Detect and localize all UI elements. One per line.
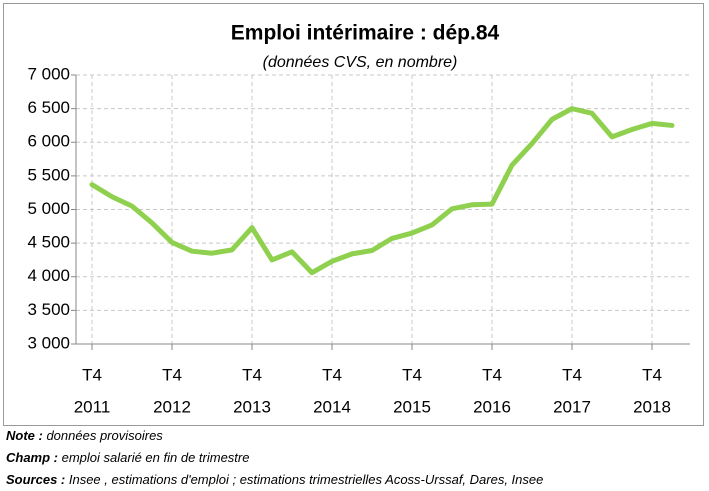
note-text: données provisoires <box>43 428 163 443</box>
note: Sources : Insee , estimations d'emploi ;… <box>6 472 543 487</box>
y-tick-label: 5 500 <box>27 165 70 184</box>
x-tick-label: T4 <box>402 365 422 384</box>
x-tick-label: 2012 <box>153 397 191 416</box>
x-tick-label: 2017 <box>553 397 591 416</box>
y-tick-label: 7 000 <box>27 64 70 83</box>
x-tick-label: T4 <box>162 365 182 384</box>
x-tick-label: T4 <box>642 365 662 384</box>
chart-frame <box>3 3 704 426</box>
x-tick-label: T4 <box>242 365 262 384</box>
x-tick-label: T4 <box>322 365 342 384</box>
x-tick-label: 2018 <box>633 397 671 416</box>
y-tick-label: 4 000 <box>27 266 70 285</box>
x-tick-label: 2015 <box>393 397 431 416</box>
x-tick-label: 2016 <box>473 397 511 416</box>
chart-subtitle: (données CVS, en nombre) <box>263 54 458 71</box>
x-tick-label: T4 <box>82 365 102 384</box>
data-line <box>89 106 675 276</box>
chart-title: Emploi intérimaire : dép.84 <box>231 22 500 45</box>
y-tick-label: 6 500 <box>27 98 70 117</box>
x-tick-label: 2014 <box>313 397 351 416</box>
y-tick-label: 6 000 <box>27 132 70 151</box>
note-text: Insee , estimations d'emploi ; estimatio… <box>65 472 543 487</box>
note-label: Sources : <box>6 472 65 487</box>
x-tick-label: T4 <box>482 365 502 384</box>
y-tick-label: 5 000 <box>27 199 70 218</box>
note-label: Note : <box>6 428 43 443</box>
note: Note : données provisoires <box>6 428 163 443</box>
y-tick-label: 4 500 <box>27 233 70 252</box>
note-label: Champ : <box>6 450 58 465</box>
note-text: emploi salarié en fin de trimestre <box>58 450 249 465</box>
x-tick-label: 2013 <box>233 397 271 416</box>
y-tick-label: 3 000 <box>27 333 70 352</box>
y-tick-label: 3 500 <box>27 300 70 319</box>
x-tick-label: 2011 <box>74 397 111 416</box>
note: Champ : emploi salarié en fin de trimest… <box>6 450 249 465</box>
x-tick-label: T4 <box>562 365 582 384</box>
